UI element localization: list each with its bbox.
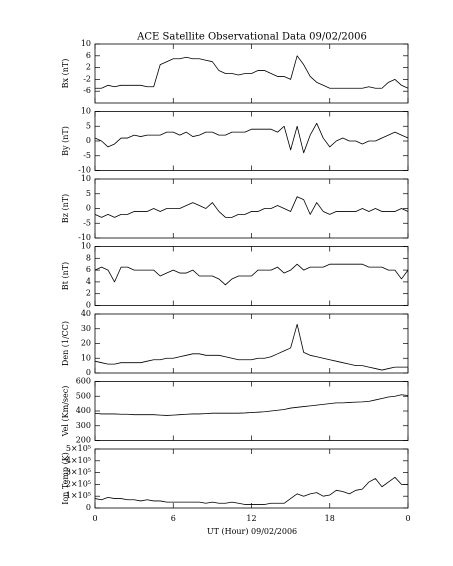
data-line xyxy=(94,122,409,154)
panel-frame xyxy=(94,111,409,171)
y-tick-label: 0 xyxy=(86,204,91,213)
data-line xyxy=(94,323,408,371)
y-tick-label: 0 xyxy=(86,301,91,310)
x-tick-label: 0 xyxy=(92,514,97,523)
y-tick-label: 200 xyxy=(76,436,91,445)
panel-frame xyxy=(94,381,409,441)
y-tick-label: 5 xyxy=(86,189,91,198)
y-tick-label: 1×10⁵ xyxy=(66,491,91,500)
y-tick-label: 2×10⁵ xyxy=(66,479,91,488)
y-tick-label: 10 xyxy=(81,174,91,183)
y-tick-label: 600 xyxy=(76,377,91,386)
y-tick-label: 20 xyxy=(81,339,91,348)
y-tick-label: 500 xyxy=(76,391,91,400)
x-tick-label: 6 xyxy=(171,514,176,523)
y-axis-label: By (nT) xyxy=(61,126,70,156)
data-line xyxy=(94,196,409,218)
y-tick-label: 40 xyxy=(81,309,91,318)
y-tick-label: 0 xyxy=(86,368,91,377)
y-tick-label: 400 xyxy=(76,406,91,415)
y-tick-label: 4×10⁵ xyxy=(66,456,91,465)
y-axis-label: Bt (nT) xyxy=(61,262,70,290)
y-tick-label: -10 xyxy=(78,233,91,242)
y-tick-label: 8 xyxy=(86,253,91,262)
y-tick-label: 10 xyxy=(81,39,91,48)
chart-title: ACE Satellite Observational Data 09/02/2… xyxy=(136,32,367,43)
data-line xyxy=(94,263,409,286)
panel-frame xyxy=(94,313,409,374)
y-tick-label: 6 xyxy=(86,51,91,60)
y-tick-label: -5 xyxy=(83,151,91,160)
x-tick-label: 0 xyxy=(405,514,410,523)
y-tick-label: -6 xyxy=(83,86,91,95)
y-tick-label: 10 xyxy=(81,107,91,116)
y-tick-label: 300 xyxy=(76,421,91,430)
y-tick-label: -10 xyxy=(78,166,91,175)
y-axis-label: Vel (Km/sec) xyxy=(61,386,70,438)
x-axis-label: UT (Hour) 09/02/2006 xyxy=(207,527,297,536)
y-tick-label: 5×10⁵ xyxy=(66,444,91,453)
y-tick-label: -5 xyxy=(83,218,91,227)
y-axis-label: Bz (nT) xyxy=(61,194,70,223)
y-tick-label: 10 xyxy=(81,353,91,362)
x-tick-label: 18 xyxy=(325,514,335,523)
data-line xyxy=(94,394,409,416)
y-tick-label: 30 xyxy=(81,324,91,333)
panel-frame xyxy=(94,448,409,509)
y-tick-label: 3×10⁵ xyxy=(66,468,91,477)
y-axis-label: Den (1/CC) xyxy=(61,321,70,366)
panel-frame xyxy=(94,178,409,239)
y-tick-label: 2 xyxy=(86,63,91,72)
data-line xyxy=(95,55,409,89)
y-axis-label: Ion Temp (K) xyxy=(61,452,70,505)
y-axis-label: Bx (nT) xyxy=(61,59,70,89)
y-tick-label: 0 xyxy=(86,136,91,145)
y-tick-label: -2 xyxy=(83,74,91,83)
x-tick-label: 12 xyxy=(246,514,256,523)
y-tick-label: 6 xyxy=(86,265,91,274)
y-tick-label: 5 xyxy=(86,121,91,130)
data-line xyxy=(94,476,408,505)
y-tick-label: 4 xyxy=(86,277,91,286)
y-tick-label: 10 xyxy=(81,242,91,251)
y-tick-label: 2 xyxy=(86,289,91,298)
y-tick-label: 0 xyxy=(86,503,91,512)
